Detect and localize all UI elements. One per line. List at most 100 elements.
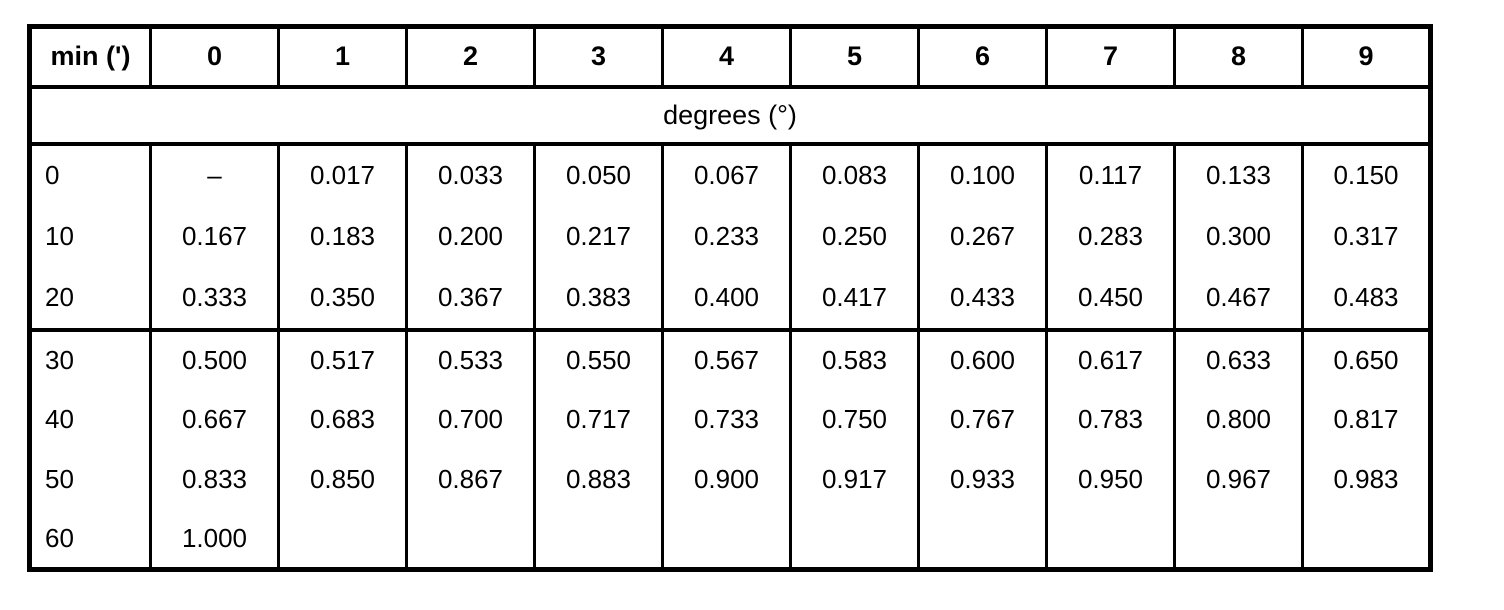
column-header-2: 2: [405, 26, 536, 89]
value-cell: 0.700: [405, 389, 536, 450]
value-cell: 0.667: [149, 389, 280, 450]
value-cell: 0.433: [917, 267, 1048, 330]
column-header-9: 9: [1301, 26, 1432, 89]
column-header-7: 7: [1045, 26, 1176, 89]
value-cell: 0.600: [917, 327, 1048, 390]
value-cell: 0.683: [277, 389, 408, 450]
value-cell: 0.033: [405, 143, 536, 206]
value-cell: 0.167: [149, 205, 280, 268]
table-row-20min: 20 0.333 0.350 0.367 0.383 0.400 0.417 0.433 0.4…: [28, 267, 1432, 330]
value-cell: 0.583: [789, 327, 920, 390]
value-cell: 0.783: [1045, 389, 1176, 450]
value-cell: 0.133: [1173, 143, 1304, 206]
value-cell: 0.933: [917, 449, 1048, 510]
table-row-50min: 50 0.833 0.850 0.867 0.883 0.900 0.917 0.933 0.9…: [28, 449, 1432, 510]
row-label: 30: [28, 327, 152, 390]
column-header-4: 4: [661, 26, 792, 89]
value-cell: 0.983: [1301, 449, 1432, 510]
row-label: 40: [28, 389, 152, 450]
value-cell: 0.083: [789, 143, 920, 206]
value-cell: 0.233: [661, 205, 792, 268]
value-cell: [661, 509, 792, 570]
value-cell: 0.533: [405, 327, 536, 390]
value-cell: –: [149, 143, 280, 206]
unit-row: degrees (°): [29, 86, 1431, 146]
column-header-5: 5: [789, 26, 920, 89]
value-cell: [277, 509, 408, 570]
value-cell: 0.567: [661, 327, 792, 390]
value-cell: 0.500: [149, 327, 280, 390]
value-cell: 0.867: [405, 449, 536, 510]
value-cell: 0.467: [1173, 267, 1304, 330]
value-cell: 0.117: [1045, 143, 1176, 206]
value-cell: 0.300: [1173, 205, 1304, 268]
value-cell: 0.550: [533, 327, 664, 390]
value-cell: 0.100: [917, 143, 1048, 206]
value-cell: 0.450: [1045, 267, 1176, 330]
degrees-unit-cell: degrees (°): [29, 86, 1431, 146]
corner-header-min: min ('): [28, 26, 152, 89]
value-cell: 1.000: [149, 509, 280, 570]
row-label: 0: [28, 143, 152, 206]
table-row-10min: 10 0.167 0.183 0.200 0.217 0.233 0.250 0.267 0.2…: [28, 205, 1432, 268]
value-cell: 0.617: [1045, 327, 1176, 390]
row-label: 20: [28, 267, 152, 330]
value-cell: 0.417: [789, 267, 920, 330]
value-cell: 0.367: [405, 267, 536, 330]
value-cell: 0.717: [533, 389, 664, 450]
table-body: degrees (°) 0–0.017 0.033 0.050 0.067 0.083 0…: [28, 86, 1432, 570]
value-cell: 0.517: [277, 327, 408, 390]
value-cell: 0.483: [1301, 267, 1432, 330]
value-cell: [1045, 509, 1176, 570]
value-cell: 0.217: [533, 205, 664, 268]
value-cell: 0.017: [277, 143, 408, 206]
value-cell: 0.817: [1301, 389, 1432, 450]
value-cell: 0.800: [1173, 389, 1304, 450]
value-cell: 0.383: [533, 267, 664, 330]
column-header-8: 8: [1173, 26, 1304, 89]
value-cell: 0.250: [789, 205, 920, 268]
value-cell: [917, 509, 1048, 570]
value-cell: 0.900: [661, 449, 792, 510]
value-cell: 0.833: [149, 449, 280, 510]
value-cell: [789, 509, 920, 570]
value-cell: 0.350: [277, 267, 408, 330]
value-cell: 0.317: [1301, 205, 1432, 268]
row-label: 60: [28, 509, 152, 570]
value-cell: [1173, 509, 1304, 570]
value-cell: 0.183: [277, 205, 408, 268]
table-row-40min: 40 0.667 0.683 0.700 0.717 0.733 0.750 0.767 0.7…: [28, 389, 1432, 450]
value-cell: 0.950: [1045, 449, 1176, 510]
table-row-30min: 30 0.500 0.517 0.533 0.550 0.567 0.583 0.600 0.6…: [28, 327, 1432, 390]
value-cell: 0.067: [661, 143, 792, 206]
value-cell: 0.400: [661, 267, 792, 330]
value-cell: 0.333: [149, 267, 280, 330]
value-cell: 0.267: [917, 205, 1048, 268]
column-header-1: 1: [277, 26, 408, 89]
value-cell: [405, 509, 536, 570]
row-label: 50: [28, 449, 152, 510]
column-header-0: 0: [149, 26, 280, 89]
value-cell: 0.750: [789, 389, 920, 450]
value-cell: 0.767: [917, 389, 1048, 450]
value-cell: 0.967: [1173, 449, 1304, 510]
table-row-0min: 0–0.017 0.033 0.050 0.067 0.083 0.100 0.117 0.1…: [28, 143, 1432, 206]
value-cell: 0.733: [661, 389, 792, 450]
value-cell: 0.050: [533, 143, 664, 206]
value-cell: 0.917: [789, 449, 920, 510]
table-row-60min: 60 1.000: [28, 509, 1432, 570]
value-cell: 0.150: [1301, 143, 1432, 206]
value-cell: 0.200: [405, 205, 536, 268]
value-cell: 0.283: [1045, 205, 1176, 268]
value-cell: 0.650: [1301, 327, 1432, 390]
value-cell: [1301, 509, 1432, 570]
value-cell: [533, 509, 664, 570]
value-cell: 0.883: [533, 449, 664, 510]
value-cell: 0.633: [1173, 327, 1304, 390]
column-header-6: 6: [917, 26, 1048, 89]
row-label: 10: [28, 205, 152, 268]
value-cell: 0.850: [277, 449, 408, 510]
column-header-3: 3: [533, 26, 664, 89]
